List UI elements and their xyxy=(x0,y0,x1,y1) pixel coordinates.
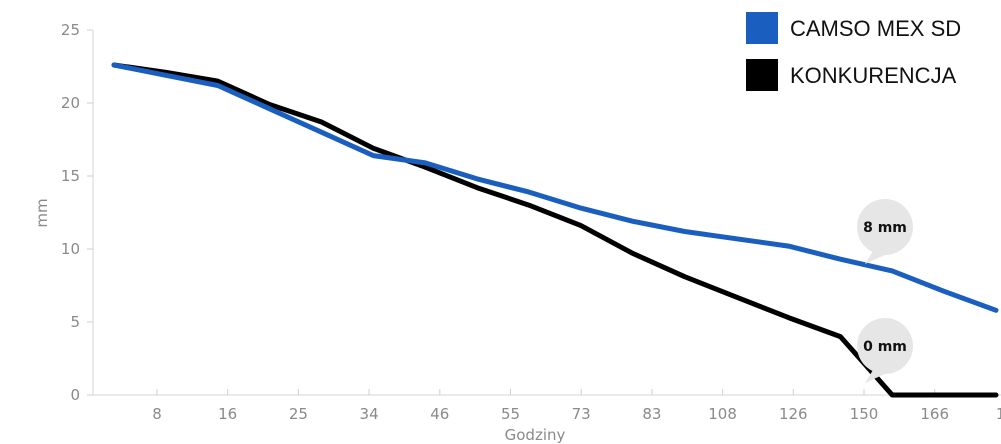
legend-swatch xyxy=(746,12,778,44)
annotation-layer: 8 mm 0 mm xyxy=(857,199,913,383)
x-tick-label: 16 xyxy=(218,405,237,423)
x-tick-label: 73 xyxy=(572,405,591,423)
x-tick-label: 34 xyxy=(360,405,379,423)
axes xyxy=(92,30,1001,396)
legend-label: CAMSO MEX SD xyxy=(790,16,961,41)
annotation-circle xyxy=(857,318,913,374)
y-ticks: 0 5 10 15 20 25 xyxy=(61,21,93,404)
legend-item: CAMSO MEX SD xyxy=(746,12,961,44)
x-tick-label: 55 xyxy=(501,405,520,423)
series-layer xyxy=(111,62,999,398)
y-tick-label: 15 xyxy=(61,167,80,185)
y-axis-title: mm xyxy=(33,198,51,227)
annotation-bubble: 0 mm xyxy=(857,318,913,383)
x-tick-label: 83 xyxy=(642,405,661,423)
legend-swatch xyxy=(746,59,778,91)
legend-label: KONKURENCJA xyxy=(790,63,957,88)
x-ticks: 8 16 25 34 46 55 73 83 108 126 150 166 19 xyxy=(152,389,1001,423)
x-tick-label: 19 xyxy=(996,405,1001,423)
x-tick-label: 150 xyxy=(850,405,879,423)
x-tick-label: 25 xyxy=(289,405,308,423)
y-tick-label: 10 xyxy=(61,240,80,258)
annotation-label: 0 mm xyxy=(863,339,907,355)
x-axis-title: Godziny xyxy=(505,426,566,444)
x-tick-label: 166 xyxy=(920,405,949,423)
legend-item: KONKURENCJA xyxy=(746,59,957,91)
series-line xyxy=(111,62,999,398)
x-tick-label: 8 xyxy=(152,405,162,423)
y-tick-label: 5 xyxy=(70,313,80,331)
x-tick-label: 108 xyxy=(708,405,737,423)
y-tick-label: 20 xyxy=(61,94,80,112)
y-tick-label: 25 xyxy=(61,21,80,39)
x-tick-label: 46 xyxy=(430,405,449,423)
annotation-bubble: 8 mm xyxy=(857,199,913,264)
annotation-label: 8 mm xyxy=(863,220,907,236)
y-tick-label: 0 xyxy=(70,386,80,404)
annotation-circle xyxy=(857,199,913,255)
x-tick-label: 126 xyxy=(779,405,808,423)
legend: CAMSO MEX SD KONKURENCJA xyxy=(746,12,961,91)
series-line xyxy=(111,62,999,313)
